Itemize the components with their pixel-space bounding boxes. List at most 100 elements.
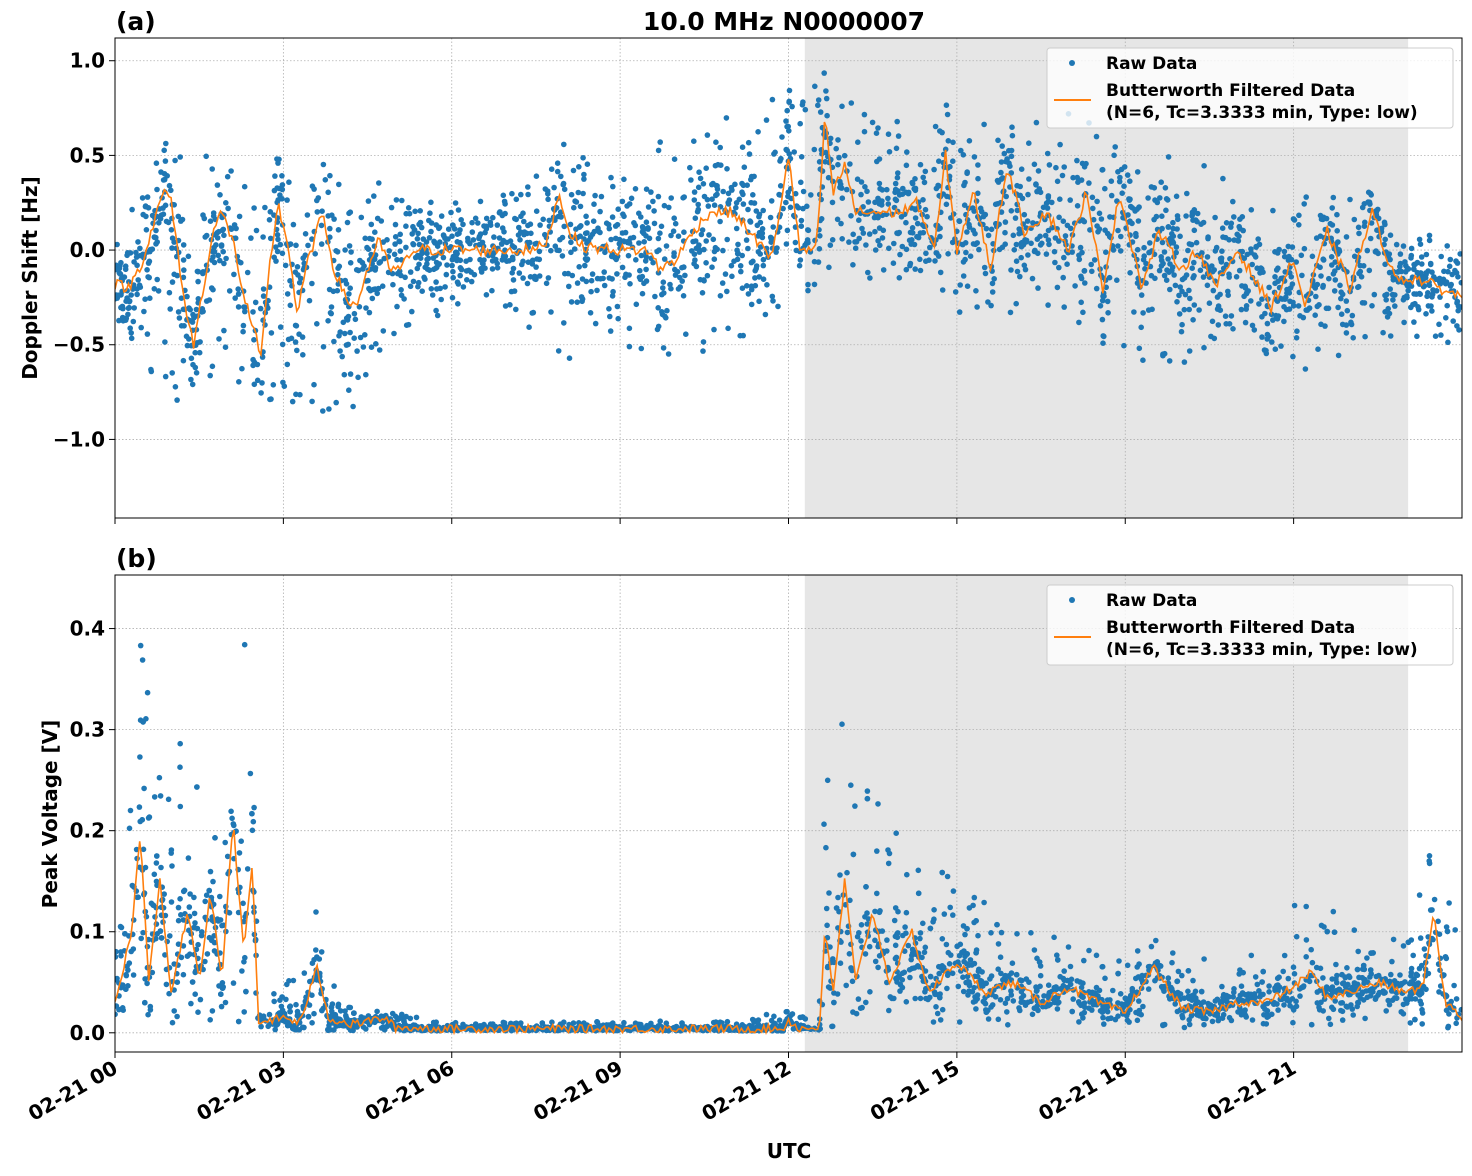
raw-point bbox=[1239, 983, 1245, 989]
raw-point bbox=[1173, 283, 1179, 289]
raw-point bbox=[1240, 228, 1246, 234]
raw-point bbox=[1094, 134, 1100, 140]
raw-point bbox=[1290, 1020, 1296, 1026]
raw-point bbox=[621, 1020, 627, 1026]
raw-point bbox=[588, 289, 594, 295]
raw-point bbox=[1243, 306, 1249, 312]
raw-point bbox=[1117, 179, 1123, 185]
raw-point bbox=[1424, 294, 1430, 300]
raw-point bbox=[458, 258, 464, 264]
raw-point bbox=[154, 187, 160, 193]
raw-point bbox=[1339, 311, 1345, 317]
raw-point bbox=[210, 287, 216, 293]
raw-point bbox=[307, 298, 313, 304]
raw-point bbox=[346, 291, 352, 297]
raw-point bbox=[329, 212, 335, 218]
raw-point bbox=[1408, 255, 1414, 261]
raw-point bbox=[1237, 268, 1243, 274]
raw-point bbox=[761, 257, 767, 263]
raw-point bbox=[1004, 1009, 1010, 1015]
raw-point bbox=[907, 967, 913, 973]
raw-point bbox=[698, 176, 704, 182]
raw-point bbox=[1086, 180, 1092, 186]
raw-point bbox=[1146, 307, 1152, 313]
raw-point bbox=[580, 296, 586, 302]
raw-point bbox=[248, 771, 254, 777]
raw-point bbox=[1320, 1008, 1326, 1014]
raw-point bbox=[1314, 965, 1320, 971]
raw-point bbox=[380, 283, 386, 289]
raw-point bbox=[1125, 963, 1131, 969]
raw-point bbox=[702, 194, 708, 200]
raw-point bbox=[208, 869, 214, 875]
raw-point bbox=[1446, 900, 1452, 906]
raw-point bbox=[258, 1024, 264, 1030]
raw-point bbox=[279, 173, 285, 179]
raw-point bbox=[1146, 250, 1152, 256]
raw-point bbox=[209, 166, 215, 172]
raw-point bbox=[1166, 224, 1172, 230]
raw-point bbox=[1345, 308, 1351, 314]
raw-point bbox=[744, 283, 750, 289]
raw-point bbox=[693, 215, 699, 221]
raw-point bbox=[1147, 240, 1153, 246]
raw-point bbox=[279, 196, 285, 202]
raw-point bbox=[216, 336, 222, 342]
x-tick-label: 02-21 15 bbox=[866, 1056, 964, 1126]
raw-point bbox=[175, 979, 181, 985]
raw-point bbox=[1013, 301, 1019, 307]
raw-point bbox=[511, 266, 517, 272]
raw-point bbox=[633, 257, 639, 263]
raw-point bbox=[516, 232, 522, 238]
raw-point bbox=[520, 259, 526, 265]
raw-point bbox=[1340, 1017, 1346, 1023]
raw-point bbox=[812, 84, 818, 90]
raw-point bbox=[1100, 1015, 1106, 1021]
raw-point bbox=[525, 281, 531, 287]
raw-point bbox=[1260, 992, 1266, 998]
raw-point bbox=[1162, 249, 1168, 255]
raw-point bbox=[469, 220, 475, 226]
raw-point bbox=[712, 202, 718, 208]
raw-point bbox=[770, 298, 776, 304]
raw-point bbox=[344, 1016, 350, 1022]
raw-point bbox=[1331, 195, 1337, 201]
raw-point bbox=[1220, 225, 1226, 231]
raw-point bbox=[866, 199, 872, 205]
raw-point bbox=[1046, 982, 1052, 988]
raw-point bbox=[608, 237, 614, 243]
raw-point bbox=[1417, 237, 1423, 243]
raw-point bbox=[1165, 197, 1171, 203]
raw-point bbox=[945, 874, 951, 880]
raw-point bbox=[748, 219, 754, 225]
raw-point bbox=[906, 943, 912, 949]
raw-point bbox=[1192, 302, 1198, 308]
raw-point bbox=[801, 189, 807, 195]
raw-point bbox=[1034, 120, 1040, 126]
raw-point bbox=[1038, 973, 1044, 979]
raw-point bbox=[1409, 283, 1415, 289]
raw-point bbox=[1125, 172, 1131, 178]
raw-point bbox=[1223, 313, 1229, 319]
raw-point bbox=[615, 206, 621, 212]
raw-point bbox=[752, 275, 758, 281]
raw-point bbox=[549, 166, 555, 172]
raw-point bbox=[1154, 214, 1160, 220]
raw-point bbox=[465, 236, 471, 242]
raw-point bbox=[1011, 233, 1017, 239]
raw-point bbox=[964, 229, 970, 235]
raw-point bbox=[1055, 285, 1061, 291]
raw-point bbox=[1100, 167, 1106, 173]
raw-point bbox=[744, 237, 750, 243]
raw-point bbox=[591, 201, 597, 207]
raw-point bbox=[1388, 972, 1394, 978]
raw-point bbox=[1028, 930, 1034, 936]
raw-point bbox=[1430, 937, 1436, 943]
raw-point bbox=[415, 284, 421, 290]
raw-point bbox=[1141, 253, 1147, 259]
raw-point bbox=[1350, 1012, 1356, 1018]
raw-point bbox=[1186, 288, 1192, 294]
raw-point bbox=[856, 996, 862, 1002]
raw-point bbox=[922, 989, 928, 995]
raw-point bbox=[271, 999, 277, 1005]
